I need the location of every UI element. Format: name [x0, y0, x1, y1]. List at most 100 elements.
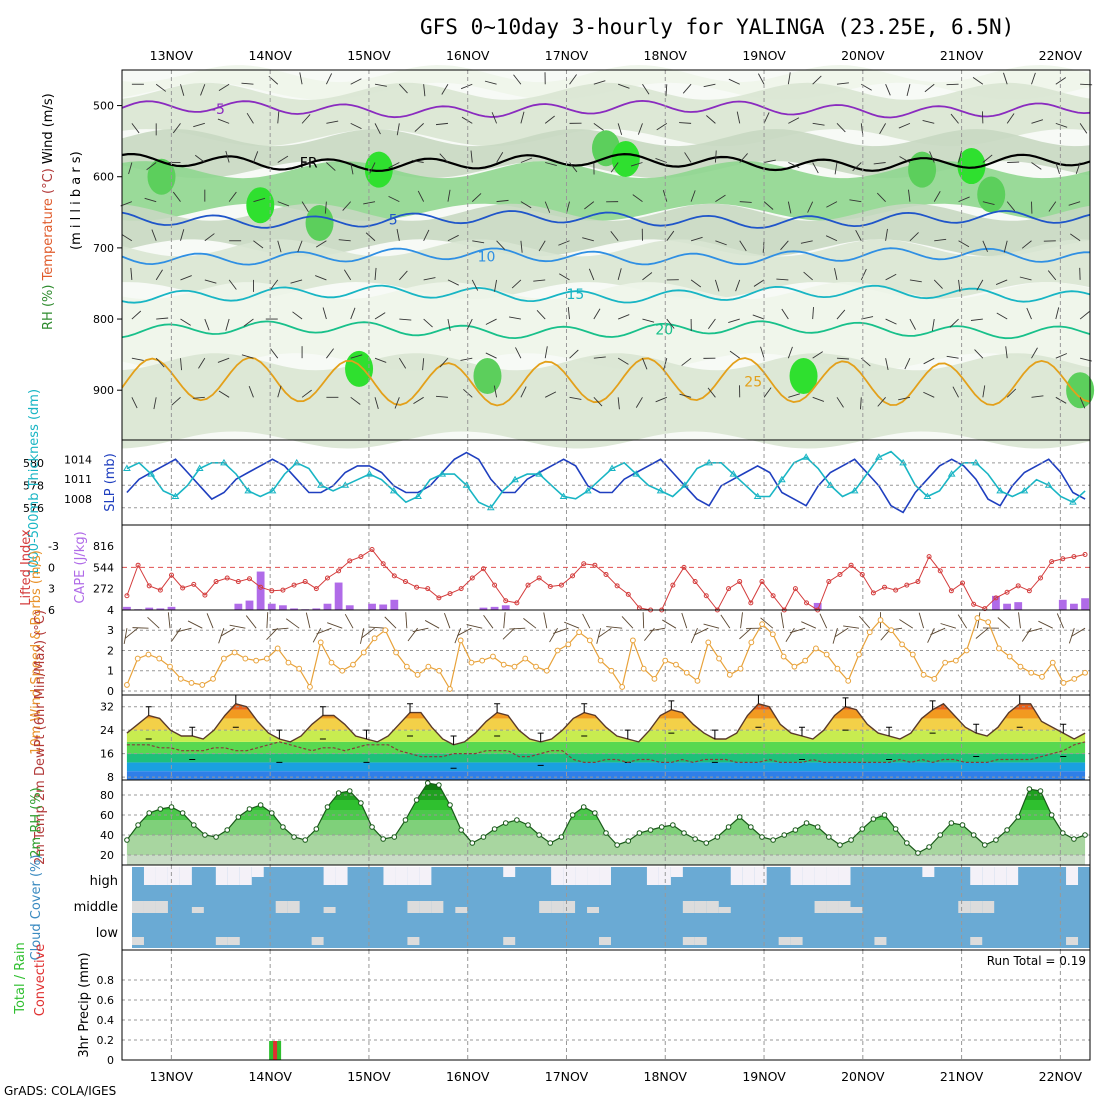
wind-barb [758, 73, 765, 85]
wind-speed-point [673, 661, 679, 668]
thickness-marker [705, 458, 713, 466]
rh-label: 2m RH (%) [29, 787, 44, 858]
wind-barb [315, 240, 327, 248]
wind-speed-point [317, 639, 324, 646]
wind-speed-point [694, 677, 701, 684]
wind-barb [812, 162, 819, 174]
rh-moist-blob [611, 140, 640, 177]
wind-barb [739, 240, 747, 252]
rh-moist-blob [957, 148, 986, 185]
wind-barb-10m [266, 612, 269, 629]
rh-tick-label: 80 [100, 789, 114, 802]
wind-speed-point [931, 675, 938, 682]
wind-barb [684, 152, 692, 163]
wind-barb [584, 201, 595, 210]
li-ylabel: Lifted Index [19, 529, 34, 606]
high-cloud-gap [922, 867, 935, 877]
wind-speed-point [651, 675, 658, 682]
wind-speed-point [909, 651, 916, 658]
wind-barb [131, 397, 138, 409]
wind-barb-10m [739, 627, 752, 640]
wind-barb [326, 120, 339, 124]
temp-band [126, 762, 1086, 772]
wind-barb [1079, 311, 1090, 320]
wind-barb [1055, 307, 1060, 320]
rh-point [748, 824, 754, 830]
wind-barb [728, 78, 740, 85]
wind-barb [970, 318, 983, 321]
wind-barb [520, 201, 532, 209]
cape-bar [267, 603, 276, 610]
rh-band [122, 282, 1090, 371]
wind-speed-point [296, 665, 303, 672]
li-point [581, 561, 587, 567]
minmax-whisker [842, 697, 849, 731]
wind-barb [301, 389, 312, 398]
temperature-contour [121, 356, 1091, 407]
thickness-marker [656, 486, 665, 494]
wind-barb [1006, 388, 1017, 398]
wind-barb-10m [384, 616, 397, 629]
li-point [570, 573, 576, 579]
high-cloud-gap [551, 867, 564, 885]
low-cloud-gap [407, 937, 420, 945]
dewpoint-line [126, 741, 1086, 764]
wind-barb [852, 162, 862, 172]
wind-barb [982, 385, 986, 398]
mid-cloud-gap [155, 901, 168, 913]
rh-point [970, 832, 977, 838]
rh-tick-label: 20 [100, 849, 114, 862]
cape-bar [379, 604, 388, 610]
rh-point [592, 810, 598, 816]
wind-barb [494, 279, 498, 292]
temp-label: 2m Temp 2m DewPt (6hr Min/Max) (°C) [33, 610, 48, 865]
wind-speed-point [996, 645, 1002, 652]
li-point [1082, 552, 1088, 558]
temp-ylabel: 2m Temp 2m DewPt (6hr Min/Max) (°C) [33, 610, 48, 865]
wind-barb [270, 348, 279, 359]
wind-barb [1006, 201, 1016, 212]
wind-barb [439, 153, 449, 163]
wind-barb [569, 396, 582, 400]
wind-barb-10m [975, 627, 989, 639]
wind-barb [198, 357, 206, 369]
bottom-date-label: 22NOV [1039, 1069, 1083, 1084]
wind-barb [931, 318, 935, 331]
wind-barb [642, 272, 653, 281]
chart-title: GFS 0~10day 3-hourly for YALINGA (23.25E… [420, 15, 1014, 39]
wind-barb [120, 201, 133, 207]
cape-bar [1014, 602, 1023, 610]
wind-barb-10m [187, 620, 203, 629]
wind-barb [388, 195, 400, 203]
wind-barb [422, 358, 425, 371]
wind-barb [703, 83, 716, 88]
wind-barb [423, 84, 426, 97]
low-cloud-gap [132, 937, 144, 945]
rh-point [1059, 830, 1066, 836]
wind-barb [315, 275, 327, 281]
series-line [126, 450, 1086, 509]
wind-barb [1026, 307, 1032, 320]
wind-speed-point [1006, 653, 1013, 660]
wind-barb [485, 318, 497, 325]
wind-speed-point [813, 645, 819, 652]
li-point [291, 582, 297, 588]
mid-cloud-gap [838, 901, 851, 913]
wind-barb [780, 240, 789, 251]
high-cloud-gap [215, 867, 228, 885]
wind-barb [472, 240, 485, 244]
rh-point [881, 812, 888, 818]
wind-speed-point [177, 675, 184, 682]
wind-speed-point [834, 665, 841, 672]
wind-barb [131, 310, 142, 320]
bottom-date-label: 15NOV [347, 1069, 391, 1084]
cape-bar [334, 582, 343, 610]
rh-point [870, 816, 877, 822]
thickness-marker [753, 492, 762, 500]
wind-barb-10m [918, 612, 925, 629]
thickness-marker [972, 458, 980, 466]
wind-barb [253, 197, 266, 203]
wind-barb [739, 153, 748, 163]
wind-barb [423, 229, 430, 241]
wind-barb [812, 396, 825, 402]
